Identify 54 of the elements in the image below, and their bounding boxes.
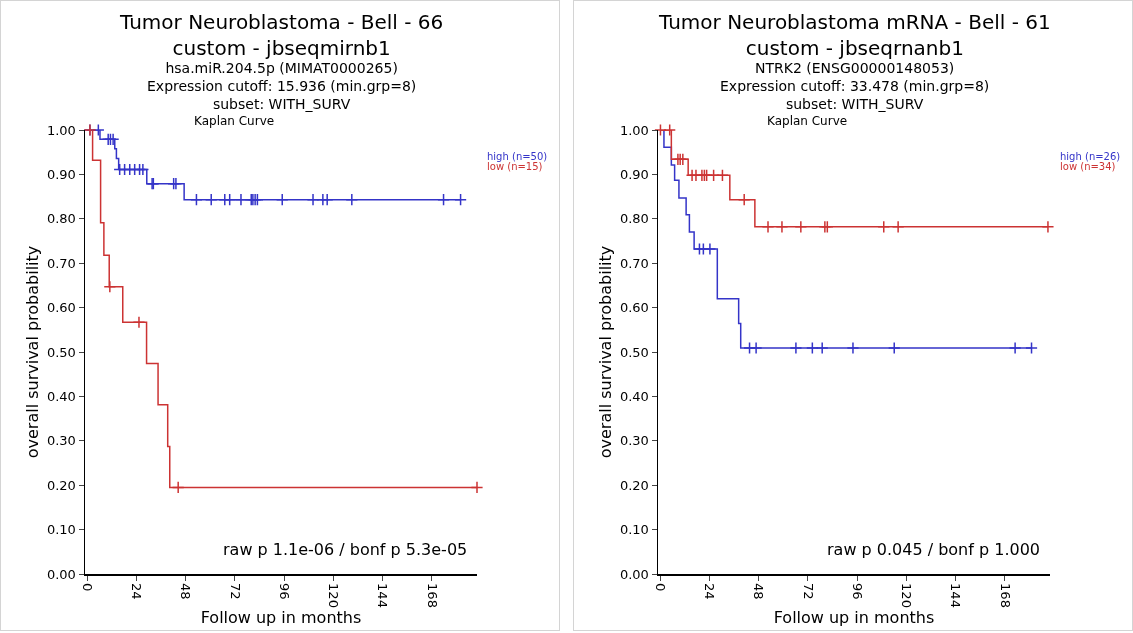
y-tick-label: 0.30 <box>619 433 649 449</box>
chart-title: Tumor Neuroblastoma - Bell - 66 custom - jbseqmirnb1 <box>119 10 444 60</box>
y-tick-label: 0.50 <box>46 344 76 360</box>
y-axis-title: overall survival probability <box>23 245 43 459</box>
text: low (n=34) <box>1060 161 1116 172</box>
y-tick-label: 1.00 <box>619 122 649 138</box>
y-tick-label: 0.20 <box>46 477 76 493</box>
y-tick-label: 0.20 <box>619 477 649 493</box>
y-tick-label: 0.10 <box>46 522 76 538</box>
y-tick-label: 0.50 <box>619 344 649 360</box>
y-tick-label: 0.60 <box>619 300 649 316</box>
y-tick-label: 0.40 <box>46 388 76 404</box>
x-tick-label: 48 <box>751 583 767 600</box>
y-tick-label: 0.30 <box>46 433 76 449</box>
chart-title: Tumor Neuroblastoma mRNA - Bell - 61 custom - jbseqrnanb1 <box>658 10 1051 60</box>
x-tick-label: 144 <box>375 583 391 608</box>
y-tick-label: 0.70 <box>619 255 649 271</box>
y-axis-title: overall survival probability <box>596 245 616 459</box>
text: high (n=26) <box>1060 151 1121 162</box>
x-axis-title: Follow up in months <box>773 607 935 627</box>
y-tick-label: 0.90 <box>46 166 76 182</box>
y-tick-label: 0.70 <box>46 255 76 271</box>
x-tick-label: 96 <box>276 583 292 600</box>
y-tick-label: 0.40 <box>619 388 649 404</box>
y-tick-label: 1.00 <box>46 122 76 138</box>
x-tick-label: 96 <box>849 583 865 600</box>
x-tick-label: 24 <box>702 583 718 600</box>
annotation: raw p 1.1e-06 / bonf p 5.3e-05 <box>223 540 468 559</box>
x-axis-title: Follow up in months <box>200 607 362 627</box>
text: Kaplan Curve <box>194 114 275 128</box>
x-tick-label: 0 <box>79 583 95 592</box>
x-tick-label: 120 <box>899 583 915 608</box>
x-tick-label: 72 <box>800 583 816 600</box>
y-tick-label: 0.10 <box>619 522 649 538</box>
annotation: raw p 0.045 / bonf p 1.000 <box>827 540 1041 559</box>
x-tick-label: 168 <box>997 583 1013 608</box>
y-tick-label: 0.80 <box>46 211 76 227</box>
y-tick-label: 0.80 <box>619 211 649 227</box>
text: low (n=15) <box>487 161 543 172</box>
x-tick-label: 168 <box>424 583 440 608</box>
x-tick-label: 24 <box>129 583 145 600</box>
chart-subtitle: NTRK2 (ENSG00000148053) Expression cutoff: 33.478 (min.grp=8) subset: WITH_SURV <box>720 60 990 113</box>
y-tick-label: 0.60 <box>46 300 76 316</box>
chart-subtitle: hsa.miR.204.5p (MIMAT0000265) Expression cutoff: 15.936 (min.grp=8) subset: WITH_SURV <box>147 60 417 113</box>
x-tick-label: 48 <box>178 583 194 600</box>
text: high (n=50) <box>487 151 548 162</box>
y-tick-label: 0.90 <box>619 166 649 182</box>
x-tick-label: 144 <box>948 583 964 608</box>
text: Kaplan Curve <box>767 114 848 128</box>
x-tick-label: 72 <box>227 583 243 600</box>
y-tick-label: 0.00 <box>46 566 76 582</box>
x-tick-label: 120 <box>326 583 342 608</box>
x-tick-label: 0 <box>652 583 668 592</box>
y-tick-label: 0.00 <box>619 566 649 582</box>
